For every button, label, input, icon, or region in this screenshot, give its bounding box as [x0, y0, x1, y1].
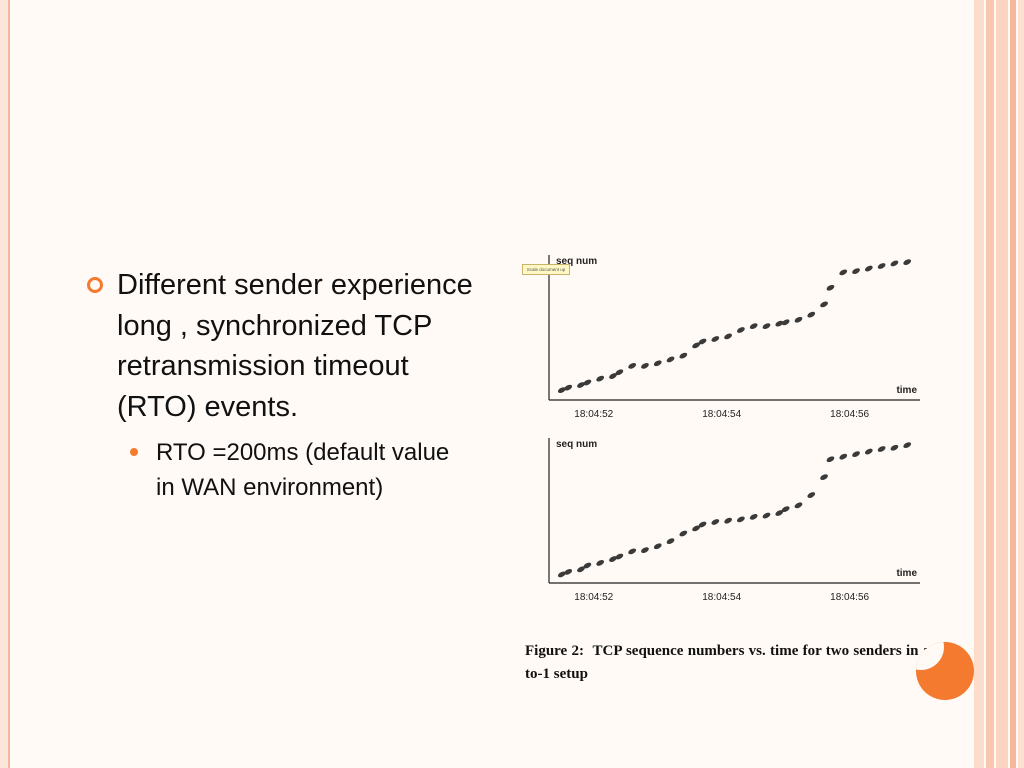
x-tick-label: 18:04:56 [830, 409, 869, 420]
data-point [737, 327, 745, 333]
data-point [794, 316, 803, 323]
sub-bullet-text: RTO =200ms (default value in WAN environ… [156, 439, 450, 501]
data-point [564, 568, 573, 575]
x-tick-label: 18:04:52 [574, 592, 613, 603]
orange-circle-decoration [916, 642, 974, 700]
data-point [839, 453, 848, 460]
data-point [820, 474, 828, 481]
data-point [609, 556, 617, 562]
data-point [628, 362, 637, 369]
data-point [724, 333, 732, 340]
data-point [698, 521, 707, 528]
x-tick-label: 18:04:54 [702, 409, 741, 420]
main-bullet-text: Different sender experience long , synch… [117, 269, 473, 423]
data-point [749, 323, 758, 330]
sub-bullet: RTO =200ms (default value in WAN environ… [85, 435, 456, 505]
data-point [711, 519, 720, 525]
caption-label: Figure 2: [525, 643, 584, 659]
data-point [762, 512, 771, 519]
data-point [781, 319, 790, 326]
data-point [877, 446, 886, 452]
chart-bottom: seq num time 18:04:52 18:04:54 18:04:56 [530, 433, 925, 613]
data-point [775, 320, 784, 327]
data-point [679, 352, 688, 359]
data-point [609, 373, 617, 379]
data-point [692, 342, 700, 349]
data-point [807, 492, 816, 498]
left-border-decoration [0, 0, 10, 768]
x-axis-label: time [896, 568, 917, 579]
data-point [577, 566, 585, 573]
y-axis-label: seq num [556, 256, 597, 267]
stripe [1018, 0, 1024, 768]
right-stripe-decoration [974, 0, 1024, 768]
data-point [698, 338, 707, 345]
x-tick-label: 18:04:56 [830, 592, 869, 603]
data-point [852, 451, 860, 458]
data-point [903, 442, 912, 449]
data-point [666, 356, 675, 363]
data-point [775, 510, 784, 516]
x-tick-label: 18:04:52 [574, 409, 613, 420]
data-point [890, 260, 899, 267]
data-point [762, 323, 771, 330]
data-point [679, 530, 688, 537]
data-point [577, 382, 585, 388]
data-point [826, 284, 835, 291]
data-point [826, 456, 835, 463]
data-point [641, 362, 649, 369]
stripe [986, 0, 994, 768]
data-point [711, 336, 720, 342]
data-point [839, 269, 848, 276]
data-point [628, 548, 637, 555]
data-point [557, 571, 566, 578]
data-point [583, 379, 592, 386]
data-point [641, 547, 649, 554]
stripe [1010, 0, 1016, 768]
data-point [653, 360, 662, 367]
data-point [852, 268, 860, 275]
data-point [615, 553, 624, 560]
data-point [807, 311, 816, 318]
data-point [653, 543, 662, 550]
data-point [557, 387, 566, 394]
data-point [749, 513, 758, 520]
chart-top-svg: seq num time 18:04:52 18:04:54 18:04:56 [548, 255, 920, 420]
x-axis-label: time [896, 385, 917, 396]
scale-tooltip: Scale document up [522, 264, 570, 275]
y-axis-label: seq num [556, 439, 597, 450]
data-point [877, 263, 886, 269]
x-tick-label: 18:04:54 [702, 592, 741, 603]
ring-bullet-icon [87, 277, 103, 293]
chart-bottom-svg: seq num time 18:04:52 18:04:54 18:04:56 [548, 438, 920, 603]
data-point [820, 301, 828, 308]
data-point [583, 562, 592, 569]
data-point [564, 384, 573, 391]
data-point [737, 516, 745, 523]
chart-top: seq num time 18:04:52 18:04:54 18:04:56 [530, 250, 925, 430]
data-point [903, 259, 912, 266]
dot-bullet-icon [130, 448, 138, 456]
caption-text: TCP sequence numbers vs. time for two se… [525, 643, 948, 682]
data-point [666, 538, 675, 545]
stripe [996, 0, 1008, 768]
data-point [615, 369, 624, 376]
figure-caption: Figure 2: TCP sequence numbers vs. time … [525, 640, 947, 686]
data-point [890, 444, 899, 451]
data-point [724, 517, 732, 524]
data-point [596, 375, 605, 382]
stripe [974, 0, 984, 768]
data-point [692, 525, 700, 532]
data-point [864, 265, 873, 272]
data-point [864, 448, 873, 455]
data-point [781, 506, 790, 513]
data-point [794, 502, 803, 509]
data-point [596, 560, 605, 566]
main-bullet: Different sender experience long , synch… [85, 265, 485, 427]
slide-text: Different sender experience long , synch… [85, 265, 485, 505]
